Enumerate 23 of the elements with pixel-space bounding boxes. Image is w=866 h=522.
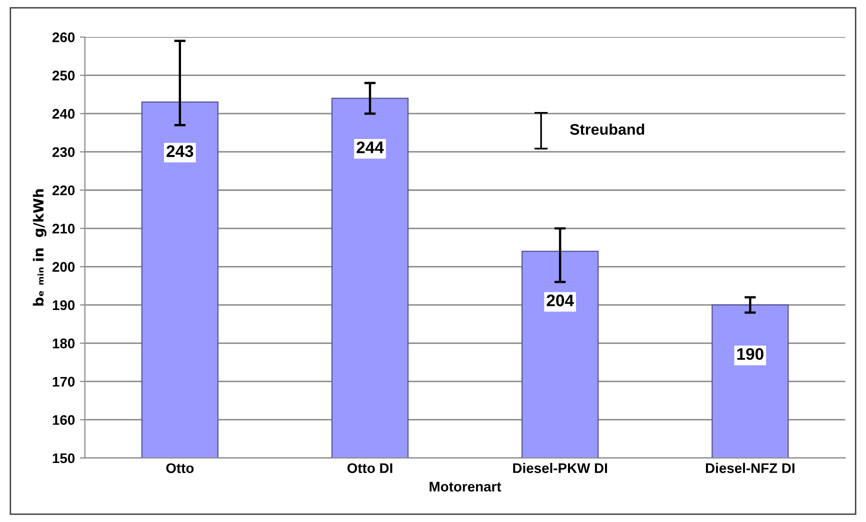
y-tick-label: 190: [52, 300, 75, 310]
y-tick-label: 250: [52, 70, 75, 80]
x-tick-label: Diesel-PKW DI: [513, 462, 608, 474]
data-label: 204: [546, 294, 574, 306]
x-tick-label: Diesel-NFZ DI: [706, 462, 794, 474]
y-tick-label: 230: [52, 147, 75, 158]
y-tick-label: 150: [52, 453, 75, 464]
annotation: Streuband: [570, 124, 644, 135]
y-axis-title: bₑ ₘᵢₙ in g/kWh: [32, 189, 46, 306]
y-tick-label: 180: [52, 338, 75, 348]
y-tick-label: 220: [52, 185, 75, 196]
y-tick-label: 210: [52, 224, 75, 234]
x-tick-label: Otto DI: [347, 463, 392, 474]
y-tick-label: 160: [52, 415, 75, 425]
y-tick-label: 260: [52, 32, 75, 42]
data-label: 243: [166, 145, 194, 158]
x-tick-label: Otto: [166, 463, 194, 474]
data-label: 244: [356, 141, 384, 154]
y-tick-label: 240: [52, 108, 75, 119]
y-tick-label: 170: [52, 376, 75, 387]
x-axis-title: Motorenart: [430, 482, 502, 492]
data-label: 190: [737, 348, 764, 360]
y-tick-label: 200: [52, 262, 75, 272]
